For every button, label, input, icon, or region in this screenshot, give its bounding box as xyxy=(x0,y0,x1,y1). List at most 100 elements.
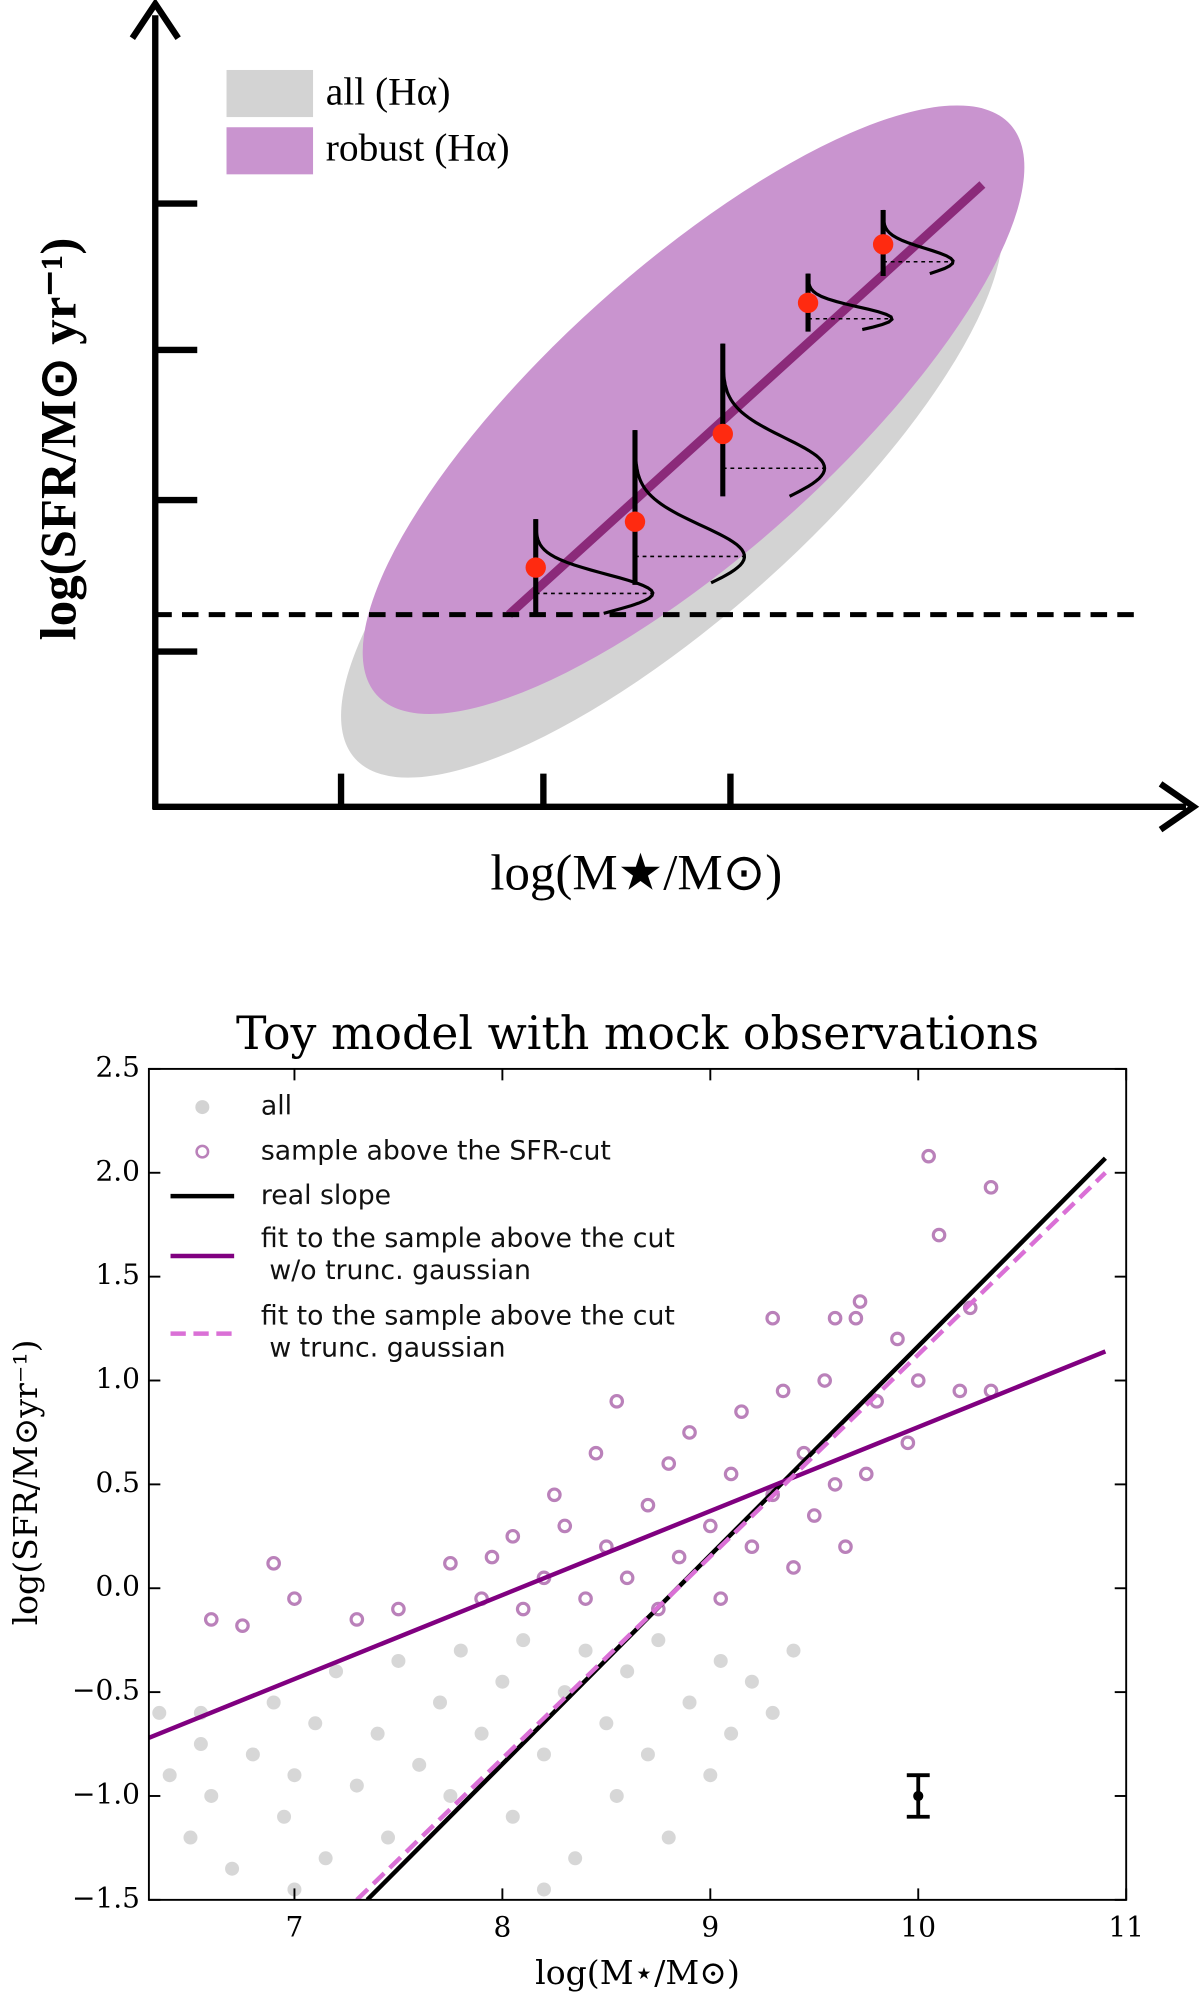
legend-swatch xyxy=(226,69,314,118)
all-point xyxy=(193,1737,208,1752)
all-point xyxy=(245,1747,260,1762)
plot-area xyxy=(148,1148,1107,1900)
sample-point xyxy=(858,1466,874,1482)
legend-label: fit to the sample above the cut w trunc.… xyxy=(260,1300,675,1363)
x-arrow xyxy=(1158,781,1200,833)
gauss-curve xyxy=(806,273,894,332)
schematic-panel: all (Hα) robust (Hα) log(M★/M⊙) log(SFR/M⊙ … xyxy=(31,0,1200,902)
all-point xyxy=(381,1830,396,1845)
x-tick-label: 8 xyxy=(493,1911,511,1944)
sample-point xyxy=(515,1601,531,1617)
sample-point xyxy=(838,1539,853,1555)
all-point xyxy=(682,1695,697,1710)
scatter-panel: 7 8 9 10 11 −1.5 −1.0 −0.5 0.0 0.5 1.0 1.5 2.0 2.5 Toy… xyxy=(6,1006,1144,1992)
all-point xyxy=(474,1726,489,1741)
legend-entry: fit to the sample above the cut w trunc.… xyxy=(260,1300,675,1363)
all-point xyxy=(536,1747,551,1762)
sample-point xyxy=(671,1549,687,1565)
all-point xyxy=(724,1726,739,1741)
x-tick-label: 11 xyxy=(1108,1911,1144,1944)
all-point xyxy=(661,1830,676,1845)
x-tick-label: 10 xyxy=(900,1911,936,1944)
y-axis-label: log(SFR/M⊙yr⁻¹) xyxy=(6,1339,45,1625)
all-point xyxy=(640,1747,655,1762)
all-point xyxy=(516,1633,531,1648)
all-point xyxy=(786,1643,801,1658)
sample-point xyxy=(391,1601,406,1617)
x-tick-label: 9 xyxy=(701,1911,719,1944)
sample-point xyxy=(203,1612,219,1627)
sample-point xyxy=(651,1601,666,1617)
chart-title: Toy model with mock observations xyxy=(236,1006,1039,1060)
all-point xyxy=(453,1643,468,1658)
all-point xyxy=(152,1705,167,1720)
legend-swatch xyxy=(226,127,314,175)
sample-point xyxy=(443,1556,458,1571)
all-point xyxy=(599,1716,614,1731)
all-point xyxy=(578,1643,593,1658)
legend-marker xyxy=(195,1144,210,1159)
y-axis-label: log(SFR/M⊙ yr⁻¹) xyxy=(31,238,87,641)
sample-point xyxy=(588,1445,604,1461)
sample-point xyxy=(640,1497,656,1513)
all-point xyxy=(391,1653,406,1668)
all-point xyxy=(329,1664,344,1679)
all-point xyxy=(744,1674,759,1689)
all-point xyxy=(204,1788,219,1803)
all-point xyxy=(703,1768,718,1783)
sample-point xyxy=(235,1618,250,1633)
y-tick-label: −1.0 xyxy=(72,1777,140,1810)
legend-label: sample above the SFR-cut xyxy=(260,1135,611,1166)
sample-point xyxy=(983,1179,999,1195)
all-point xyxy=(266,1695,281,1710)
sample-point xyxy=(910,1373,926,1388)
all-point xyxy=(433,1695,448,1710)
sample-point xyxy=(806,1508,822,1523)
sample-point xyxy=(786,1560,801,1575)
sample-point xyxy=(765,1487,781,1503)
red-dot xyxy=(712,423,733,445)
y-tick-label: −0.5 xyxy=(72,1674,140,1707)
y-arrow xyxy=(129,0,181,40)
legend-marker xyxy=(195,1100,210,1115)
all-point xyxy=(370,1726,385,1741)
all-point xyxy=(443,1788,458,1803)
y-tick-label: 0.0 xyxy=(95,1570,140,1603)
fit-line xyxy=(148,1349,1107,1740)
sample-point xyxy=(723,1466,739,1482)
all-point xyxy=(495,1674,510,1689)
all-point xyxy=(568,1851,583,1866)
y-tick-label: 2.5 xyxy=(95,1050,140,1083)
legend-label: fit to the sample above the cut w/o trun… xyxy=(260,1222,675,1286)
sample-point xyxy=(890,1331,905,1347)
y-tick-label: 1.5 xyxy=(95,1258,140,1291)
sample-point xyxy=(952,1383,968,1399)
all-point xyxy=(609,1788,624,1803)
red-dot xyxy=(797,292,819,314)
gauss-curve xyxy=(534,519,655,615)
sample-point xyxy=(619,1570,635,1586)
legend-entry: sample above the SFR-cut xyxy=(260,1135,611,1166)
gauss-curve xyxy=(721,343,827,498)
all-point xyxy=(318,1851,333,1866)
error-point xyxy=(913,1790,924,1802)
trend-line xyxy=(506,181,986,618)
legend-label: real slope xyxy=(260,1179,392,1211)
sample-point xyxy=(557,1518,573,1534)
sample-point xyxy=(827,1477,843,1492)
sample-point xyxy=(682,1425,697,1440)
all-point xyxy=(162,1768,177,1783)
sample-point xyxy=(578,1591,593,1606)
all-point xyxy=(287,1768,302,1783)
x-axis-label: log(M⋆/M⊙) xyxy=(535,1953,740,1992)
all-point xyxy=(277,1809,292,1824)
x-axis-label: log(M★/M⊙) xyxy=(490,846,782,902)
x-tick-label: 7 xyxy=(286,1911,304,1944)
y-tick-label: 2.0 xyxy=(95,1154,140,1187)
red-dot xyxy=(872,234,894,255)
all-point xyxy=(765,1705,780,1720)
sample-point xyxy=(547,1487,562,1503)
all-point xyxy=(620,1664,635,1679)
